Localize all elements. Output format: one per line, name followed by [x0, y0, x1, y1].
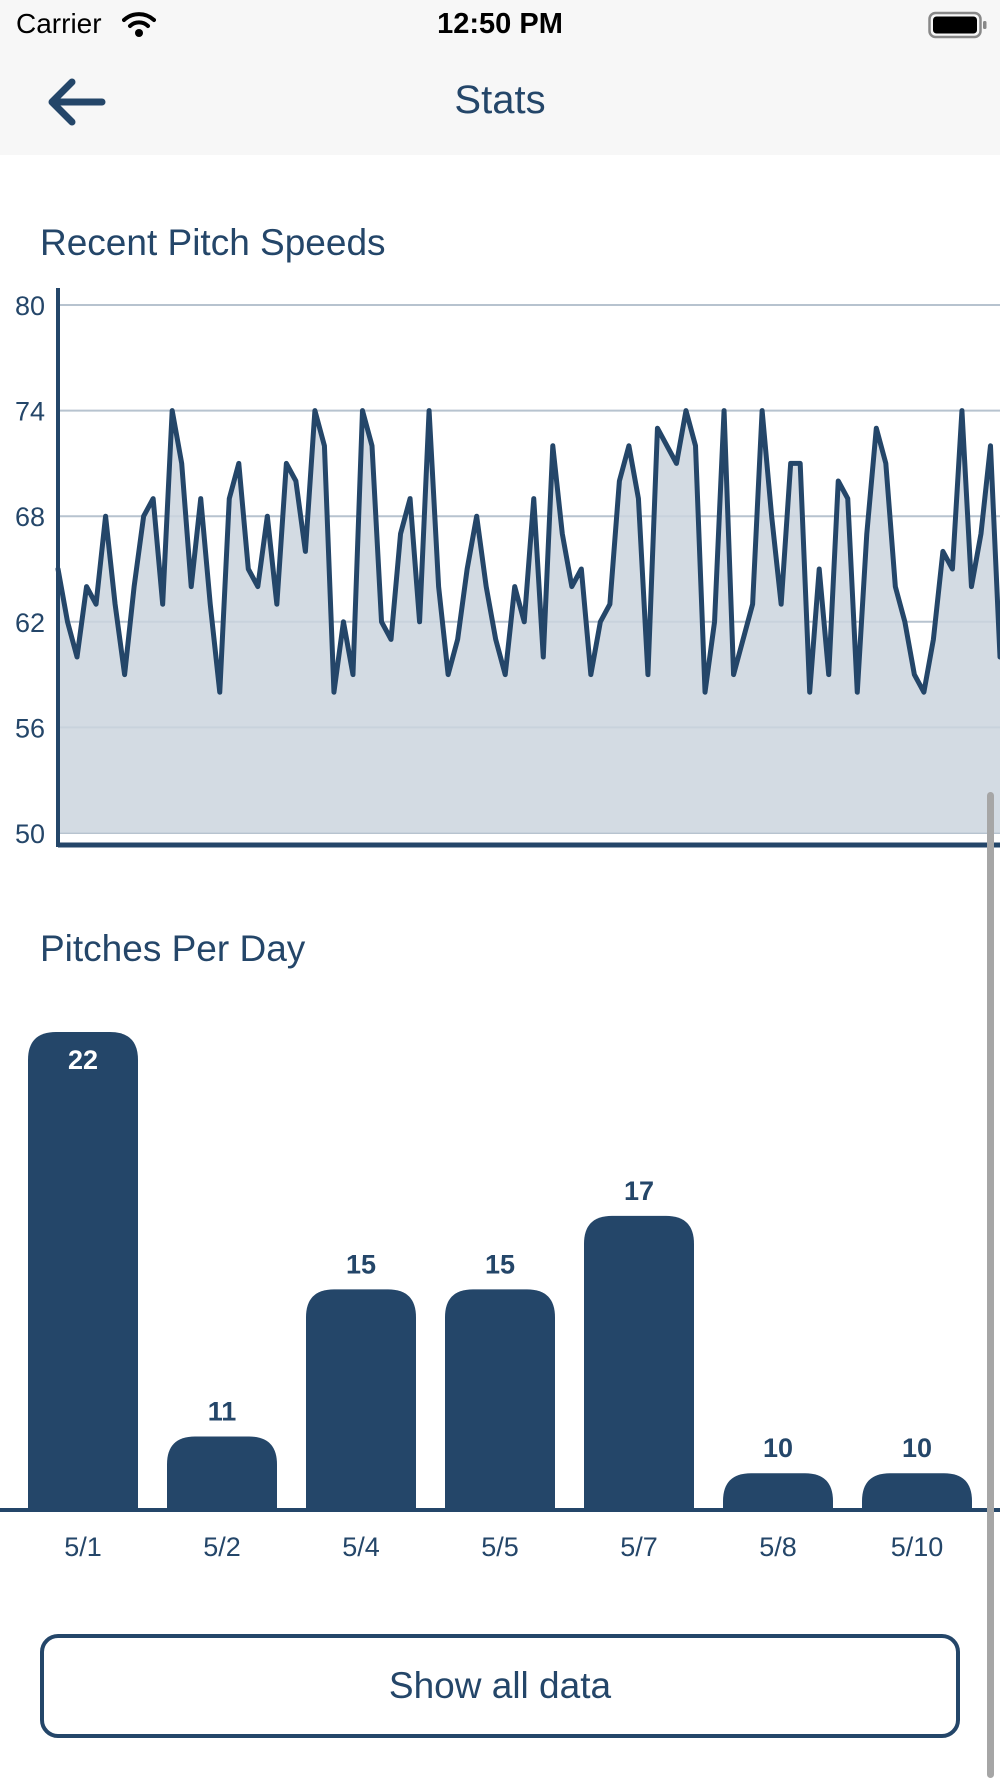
x-tick-label: 5/1 — [64, 1532, 102, 1562]
speed-series-line — [55, 408, 1000, 695]
bar-value-label: 11 — [208, 1396, 237, 1426]
bar-value-label: 17 — [624, 1176, 654, 1206]
x-tick-label: 5/4 — [342, 1532, 380, 1562]
bar-5-2 — [167, 1436, 277, 1510]
scrollbar[interactable] — [987, 792, 994, 1778]
area-fill — [58, 410, 1000, 833]
bar-5-1 — [28, 1032, 138, 1510]
page-title: Stats — [454, 78, 546, 122]
pitches-per-day-chart: 22 5/1 11 5/2 15 5/4 15 5/5 17 5/7 10 5/8 10 5/10 — [0, 1032, 1000, 1562]
y-tick-label: 74 — [15, 397, 45, 427]
back-button[interactable] — [36, 72, 116, 132]
y-tick-label: 68 — [15, 502, 45, 532]
x-tick-label: 5/10 — [891, 1532, 944, 1562]
wifi-icon — [122, 12, 156, 37]
bar-value-label: 10 — [763, 1433, 793, 1463]
bar-value-label: 10 — [902, 1433, 932, 1463]
y-tick-label: 50 — [15, 819, 45, 849]
pitches-per-day-title: Pitches Per Day — [40, 928, 306, 969]
bar-value-label: 15 — [485, 1249, 515, 1279]
y-tick-label: 56 — [15, 713, 45, 743]
y-tick-label: 62 — [15, 608, 45, 638]
x-tick-label: 5/8 — [759, 1532, 797, 1562]
status-time: 12:50 PM — [437, 8, 563, 40]
bar-5-10 — [862, 1473, 972, 1510]
y-tick-label: 80 — [15, 291, 45, 321]
bar-value-label: 15 — [346, 1249, 376, 1279]
x-tick-label: 5/7 — [620, 1532, 658, 1562]
battery-icon — [928, 11, 987, 39]
show-all-data-button[interactable]: Show all data — [40, 1634, 960, 1738]
x-tick-label: 5/5 — [481, 1532, 519, 1562]
carrier-label: Carrier — [16, 8, 102, 39]
pitch-speeds-title: Recent Pitch Speeds — [40, 222, 386, 263]
bar-value-label: 22 — [68, 1045, 98, 1075]
bar-5-5 — [445, 1289, 555, 1510]
navigation-bar: Stats — [0, 50, 1000, 155]
bar-5-4 — [306, 1289, 416, 1510]
bar-5-8 — [723, 1473, 833, 1510]
bar-5-7 — [584, 1215, 694, 1510]
arrow-left-icon — [48, 78, 106, 126]
pitch-speeds-chart: 50 56 62 68 74 80 — [15, 288, 1000, 849]
x-tick-label: 5/2 — [203, 1532, 241, 1562]
status-bar: Carrier 12:50 PM — [0, 0, 1000, 50]
